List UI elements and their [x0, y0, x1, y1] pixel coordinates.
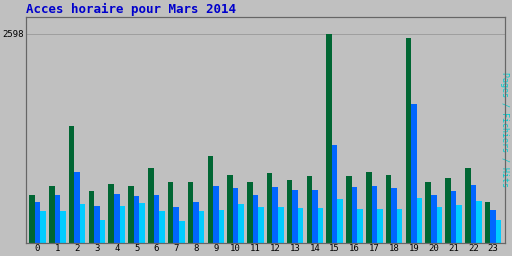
Bar: [40, 211, 46, 243]
Bar: [425, 183, 431, 243]
Bar: [278, 207, 284, 243]
Bar: [247, 182, 253, 243]
Bar: [312, 190, 317, 243]
Bar: [154, 195, 159, 243]
Bar: [485, 202, 490, 243]
Bar: [490, 210, 496, 243]
Bar: [287, 180, 292, 243]
Bar: [496, 220, 501, 243]
Bar: [120, 206, 125, 243]
Bar: [35, 202, 40, 243]
Bar: [366, 172, 372, 243]
Bar: [372, 187, 377, 243]
Bar: [148, 168, 154, 243]
Bar: [258, 207, 264, 243]
Bar: [391, 188, 397, 243]
Bar: [471, 185, 476, 243]
Bar: [445, 178, 451, 243]
Bar: [326, 34, 332, 243]
Bar: [377, 209, 382, 243]
Bar: [94, 206, 100, 243]
Bar: [69, 126, 74, 243]
Bar: [219, 210, 224, 243]
Bar: [332, 145, 337, 243]
Bar: [346, 176, 352, 243]
Bar: [406, 38, 411, 243]
Bar: [386, 175, 391, 243]
Bar: [134, 196, 139, 243]
Bar: [49, 187, 55, 243]
Bar: [109, 184, 114, 243]
Bar: [357, 209, 363, 243]
Bar: [337, 199, 343, 243]
Bar: [267, 173, 272, 243]
Bar: [213, 186, 219, 243]
Bar: [352, 187, 357, 243]
Bar: [451, 191, 456, 243]
Bar: [307, 176, 312, 243]
Bar: [55, 195, 60, 243]
Bar: [272, 187, 278, 243]
Bar: [233, 188, 239, 243]
Bar: [465, 168, 471, 243]
Bar: [298, 208, 304, 243]
Bar: [456, 205, 462, 243]
Bar: [476, 201, 482, 243]
Bar: [317, 208, 323, 243]
Bar: [89, 191, 94, 243]
Bar: [292, 190, 298, 243]
Bar: [188, 182, 193, 243]
Bar: [411, 104, 417, 243]
Bar: [199, 211, 204, 243]
Bar: [207, 156, 213, 243]
Bar: [114, 194, 120, 243]
Bar: [179, 221, 184, 243]
Bar: [100, 220, 105, 243]
Bar: [174, 207, 179, 243]
Bar: [431, 195, 437, 243]
Bar: [80, 204, 86, 243]
Bar: [139, 202, 145, 243]
Bar: [417, 198, 422, 243]
Bar: [397, 209, 402, 243]
Y-axis label: Pages / Fichiers / Hits: Pages / Fichiers / Hits: [500, 72, 509, 187]
Bar: [193, 202, 199, 243]
Bar: [239, 204, 244, 243]
Bar: [74, 172, 80, 243]
Bar: [253, 195, 258, 243]
Bar: [168, 183, 174, 243]
Bar: [129, 187, 134, 243]
Bar: [227, 175, 233, 243]
Text: Acces horaire pour Mars 2014: Acces horaire pour Mars 2014: [26, 3, 236, 16]
Bar: [60, 211, 66, 243]
Bar: [29, 195, 35, 243]
Bar: [159, 211, 165, 243]
Bar: [437, 207, 442, 243]
